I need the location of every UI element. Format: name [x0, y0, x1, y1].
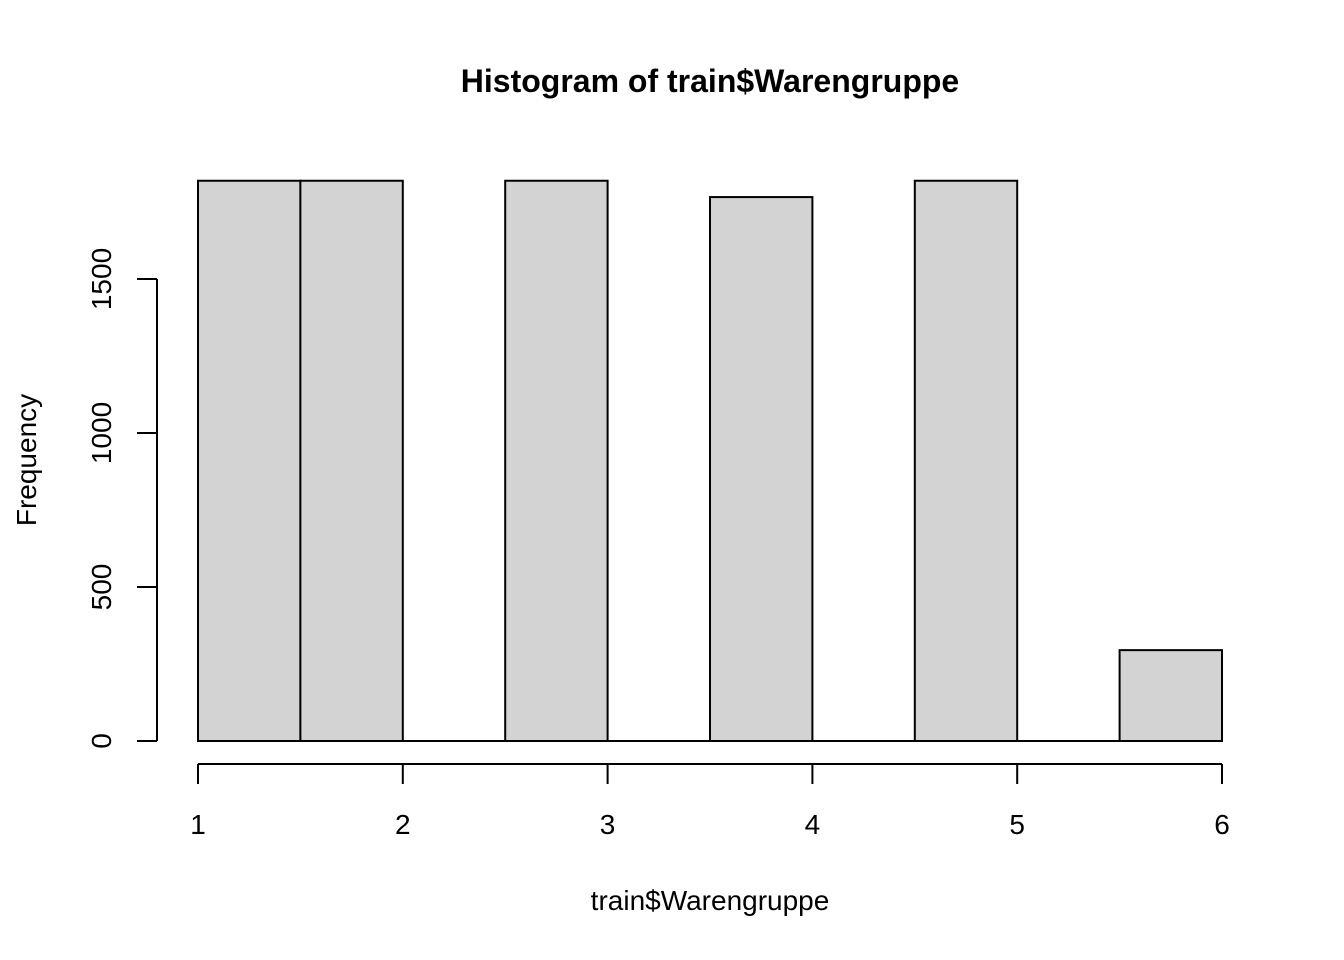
y-tick-label: 1500 [86, 248, 117, 310]
x-axis-label: train$Warengruppe [591, 885, 830, 916]
x-tick-label: 5 [1009, 809, 1025, 840]
x-tick-label: 6 [1214, 809, 1230, 840]
chart-title: Histogram of train$Warengruppe [461, 63, 959, 99]
y-tick-label: 1000 [86, 402, 117, 464]
x-tick-label: 1 [190, 809, 206, 840]
histogram-bar [504, 179, 609, 743]
histogram-bar [1118, 649, 1223, 743]
x-tick-label: 3 [600, 809, 616, 840]
x-axis: 1 2 3 4 5 6 [190, 763, 1230, 840]
x-tick-label: 2 [395, 809, 411, 840]
y-tick-label: 500 [86, 564, 117, 611]
histogram-bar [913, 179, 1019, 743]
x-tick-label: 4 [805, 809, 821, 840]
y-axis-label: Frequency [11, 394, 42, 526]
histogram-bar [299, 179, 404, 743]
histogram-bar [197, 179, 302, 743]
bars-group [197, 179, 1223, 743]
y-axis: 0 500 1000 1500 [86, 248, 158, 749]
y-tick-label: 0 [86, 733, 117, 749]
histogram-bar [709, 196, 814, 742]
